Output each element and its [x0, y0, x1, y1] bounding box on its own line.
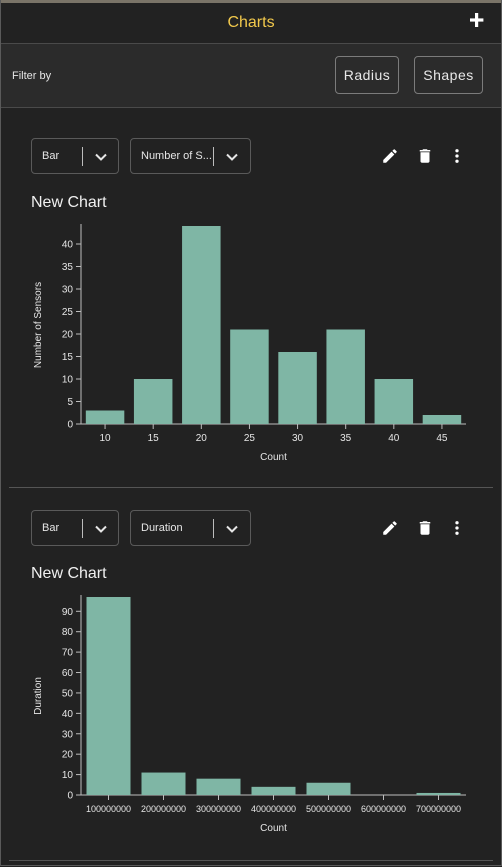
chart-panel-2: Bar Duration New Chart 0 10 20 30 40 50 60 70 80… — [1, 480, 501, 865]
window-top-strip — [0, 0, 502, 3]
x-tick-label: 45 — [436, 433, 448, 444]
chevron-down-icon — [226, 153, 238, 161]
y-tick-label: 0 — [67, 791, 73, 802]
bar-chart: 0 10 20 30 40 50 60 70 80 90 100000000 200000000 300… — [33, 595, 466, 834]
y-tick-label: 40 — [62, 240, 74, 251]
y-tick-label: 60 — [62, 668, 74, 679]
x-tick-label: 600000000 — [361, 804, 406, 814]
field-value: Duration — [141, 522, 183, 534]
x-tick-label: 300000000 — [196, 804, 241, 814]
y-axis-label: Duration — [33, 677, 44, 715]
y-tick-label: 20 — [62, 330, 74, 341]
chart-type-value: Bar — [42, 522, 60, 534]
field-select[interactable]: Number of S... — [130, 138, 251, 174]
chart-title: New Chart — [31, 565, 107, 582]
app-header: Charts — [1, 3, 501, 44]
x-tick-label: 700000000 — [416, 804, 461, 814]
delete-icon[interactable] — [416, 147, 434, 165]
radius-button[interactable]: Radius — [335, 56, 399, 94]
chart-panel-1: Bar Number of S... New Chart 0 5 10 15 20 25 3… — [1, 108, 501, 488]
y-tick-label: 5 — [67, 397, 73, 408]
bar — [196, 778, 241, 795]
bar — [182, 226, 221, 424]
y-tick-label: 80 — [62, 627, 74, 638]
bar — [86, 597, 131, 795]
chart-type-select[interactable]: Bar — [31, 138, 119, 174]
chart-title: New Chart — [31, 194, 107, 211]
y-tick-label: 10 — [62, 375, 74, 386]
select-separator — [82, 519, 83, 538]
x-tick-label: 35 — [340, 433, 352, 444]
edit-icon[interactable] — [381, 147, 399, 165]
x-axis-label: Count — [260, 452, 287, 463]
y-tick-label: 30 — [62, 285, 74, 296]
y-tick-label: 15 — [62, 352, 74, 363]
bar — [422, 415, 462, 424]
x-tick-label: 200000000 — [141, 804, 186, 814]
chevron-down-icon — [95, 525, 107, 533]
y-tick-label: 30 — [62, 729, 74, 740]
chevron-down-icon — [95, 153, 107, 161]
page-title: Charts — [227, 14, 275, 31]
y-tick-label: 25 — [62, 307, 74, 318]
y-tick-label: 40 — [62, 709, 74, 720]
bar — [416, 792, 461, 795]
bar-chart: 0 5 10 15 20 25 30 35 40 10 15 20 25 30 35 40 45 Count Num… — [33, 224, 466, 463]
filter-label: Filter by — [12, 70, 52, 82]
chevron-down-icon — [226, 525, 238, 533]
bar — [85, 410, 125, 424]
more-vert-icon[interactable] — [448, 147, 466, 165]
filter-bar: Filter by Radius Shapes — [1, 44, 501, 108]
x-tick-label: 30 — [292, 433, 304, 444]
plus-icon[interactable] — [467, 10, 487, 30]
edit-icon[interactable] — [381, 519, 399, 537]
delete-icon[interactable] — [416, 519, 434, 537]
bar — [326, 329, 365, 424]
panel-divider — [9, 860, 493, 861]
bar — [251, 786, 296, 795]
bar — [278, 352, 317, 424]
more-vert-icon[interactable] — [448, 519, 466, 537]
y-tick-label: 10 — [62, 770, 74, 781]
y-axis-label: Number of Sensors — [33, 282, 44, 368]
x-tick-label: 100000000 — [86, 804, 131, 814]
x-tick-label: 10 — [100, 433, 112, 444]
x-tick-label: 40 — [388, 433, 400, 444]
panel-divider — [9, 487, 493, 488]
select-separator — [82, 147, 83, 166]
field-value: Number of S... — [141, 150, 212, 162]
x-axis-label: Count — [260, 823, 287, 834]
y-tick-label: 70 — [62, 648, 74, 659]
shapes-button[interactable]: Shapes — [414, 56, 483, 94]
x-tick-label: 25 — [244, 433, 256, 444]
y-tick-label: 90 — [62, 607, 74, 618]
field-select[interactable]: Duration — [130, 510, 251, 546]
chart-type-select[interactable]: Bar — [31, 510, 119, 546]
bar — [141, 772, 186, 795]
x-tick-label: 15 — [148, 433, 160, 444]
bar — [374, 379, 414, 424]
y-tick-label: 20 — [62, 750, 74, 761]
select-separator — [213, 519, 214, 538]
chart-type-value: Bar — [42, 150, 60, 162]
bar — [306, 782, 351, 795]
x-tick-label: 20 — [196, 433, 208, 444]
x-tick-label: 400000000 — [251, 804, 296, 814]
y-tick-label: 35 — [62, 262, 74, 273]
y-tick-label: 0 — [67, 420, 73, 431]
bar — [230, 329, 269, 424]
bar — [133, 379, 173, 424]
y-tick-label: 50 — [62, 688, 74, 699]
x-tick-label: 500000000 — [306, 804, 351, 814]
select-separator — [213, 147, 214, 166]
